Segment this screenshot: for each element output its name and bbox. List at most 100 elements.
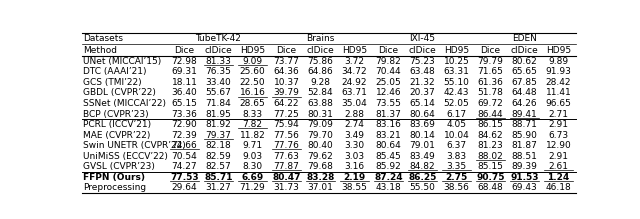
- Text: 84.62: 84.62: [477, 131, 503, 140]
- Text: 79.70: 79.70: [308, 131, 333, 140]
- Text: 79.79: 79.79: [477, 57, 504, 66]
- Text: 9.09: 9.09: [243, 57, 262, 66]
- Text: Method: Method: [83, 46, 118, 55]
- Text: UniMiSS (ECCV’22): UniMiSS (ECCV’22): [83, 152, 168, 161]
- Text: 72.90: 72.90: [172, 120, 197, 129]
- Text: clDice: clDice: [511, 46, 538, 55]
- Text: 25.05: 25.05: [376, 78, 401, 87]
- Text: 96.65: 96.65: [545, 99, 572, 108]
- Text: Preprocessing: Preprocessing: [83, 184, 147, 193]
- Text: 37.01: 37.01: [308, 184, 333, 193]
- Text: 83.28: 83.28: [307, 173, 335, 182]
- Text: 91.53: 91.53: [510, 173, 539, 182]
- Text: 77.53: 77.53: [170, 173, 199, 182]
- Text: 85.71: 85.71: [204, 173, 233, 182]
- Text: 52.05: 52.05: [444, 99, 469, 108]
- Text: clDice: clDice: [205, 46, 232, 55]
- Text: 74.66: 74.66: [172, 141, 197, 150]
- Text: 82.59: 82.59: [205, 152, 232, 161]
- Text: 10.37: 10.37: [273, 78, 300, 87]
- Text: 82.18: 82.18: [205, 141, 232, 150]
- Text: 24.92: 24.92: [342, 78, 367, 87]
- Text: 79.01: 79.01: [410, 141, 435, 150]
- Text: 79.62: 79.62: [308, 152, 333, 161]
- Text: UNet (MICCAI’15): UNet (MICCAI’15): [83, 57, 162, 66]
- Text: 80.64: 80.64: [376, 141, 401, 150]
- Text: 77.56: 77.56: [273, 131, 300, 140]
- Text: 21.32: 21.32: [410, 78, 435, 87]
- Text: DTC (AAAI’21): DTC (AAAI’21): [83, 67, 147, 76]
- Text: clDice: clDice: [408, 46, 436, 55]
- Text: MAE (CVPR’22): MAE (CVPR’22): [83, 131, 151, 140]
- Text: GBDL (CVPR’22): GBDL (CVPR’22): [83, 88, 156, 97]
- Text: 31.73: 31.73: [273, 184, 300, 193]
- Text: 83.21: 83.21: [376, 131, 401, 140]
- Text: 2.74: 2.74: [344, 120, 364, 129]
- Text: 85.92: 85.92: [376, 162, 401, 171]
- Text: 79.68: 79.68: [308, 162, 333, 171]
- Text: 3.83: 3.83: [447, 152, 467, 161]
- Text: 3.03: 3.03: [344, 152, 365, 161]
- Text: 55.50: 55.50: [410, 184, 435, 193]
- Text: 63.88: 63.88: [308, 99, 333, 108]
- Text: 91.93: 91.93: [545, 67, 572, 76]
- Text: Dice: Dice: [481, 46, 500, 55]
- Text: 81.23: 81.23: [477, 141, 504, 150]
- Text: 38.55: 38.55: [342, 184, 367, 193]
- Text: 28.65: 28.65: [239, 99, 266, 108]
- Text: 6.37: 6.37: [447, 141, 467, 150]
- Text: 77.63: 77.63: [273, 152, 300, 161]
- Text: 79.09: 79.09: [308, 120, 333, 129]
- Text: HD95: HD95: [240, 46, 265, 55]
- Text: 9.03: 9.03: [243, 152, 262, 161]
- Text: HD95: HD95: [546, 46, 571, 55]
- Text: Dice: Dice: [276, 46, 296, 55]
- Text: 9.89: 9.89: [548, 57, 568, 66]
- Text: 2.88: 2.88: [344, 110, 365, 118]
- Text: 84.82: 84.82: [410, 162, 435, 171]
- Text: 2.91: 2.91: [548, 120, 568, 129]
- Text: 83.49: 83.49: [410, 152, 435, 161]
- Text: 22.50: 22.50: [239, 78, 266, 87]
- Text: 6.69: 6.69: [241, 173, 264, 182]
- Text: 64.48: 64.48: [512, 88, 538, 97]
- Text: 2.71: 2.71: [548, 110, 568, 118]
- Text: Dice: Dice: [175, 46, 195, 55]
- Text: Datasets: Datasets: [83, 34, 124, 43]
- Text: Dice: Dice: [378, 46, 399, 55]
- Text: 75.94: 75.94: [274, 120, 300, 129]
- Text: 70.54: 70.54: [172, 152, 197, 161]
- Text: 25.60: 25.60: [239, 67, 266, 76]
- Text: 8.33: 8.33: [243, 110, 262, 118]
- Text: 1.24: 1.24: [547, 173, 570, 182]
- Text: 89.39: 89.39: [511, 162, 538, 171]
- Text: 68.48: 68.48: [477, 184, 504, 193]
- Text: 63.48: 63.48: [410, 67, 435, 76]
- Text: 4.05: 4.05: [447, 120, 467, 129]
- Text: 3.49: 3.49: [344, 131, 365, 140]
- Text: 34.72: 34.72: [342, 67, 367, 76]
- Text: TubeTK-42: TubeTK-42: [196, 34, 241, 43]
- Text: 73.55: 73.55: [376, 99, 401, 108]
- Text: 3.35: 3.35: [447, 162, 467, 171]
- Text: 2.61: 2.61: [548, 162, 568, 171]
- Text: Swin UNETR (CVPR’22): Swin UNETR (CVPR’22): [83, 141, 186, 150]
- Text: 72.39: 72.39: [172, 131, 197, 140]
- Text: 71.84: 71.84: [205, 99, 232, 108]
- Text: 83.16: 83.16: [376, 120, 401, 129]
- Text: 85.15: 85.15: [477, 162, 504, 171]
- Text: 71.29: 71.29: [239, 184, 266, 193]
- Text: 85.90: 85.90: [511, 131, 538, 140]
- Text: 2.75: 2.75: [445, 173, 468, 182]
- Text: 39.79: 39.79: [273, 88, 300, 97]
- Text: 52.84: 52.84: [308, 88, 333, 97]
- Text: 76.35: 76.35: [205, 67, 232, 76]
- Text: HD95: HD95: [342, 46, 367, 55]
- Text: 55.67: 55.67: [205, 88, 232, 97]
- Text: 64.36: 64.36: [274, 67, 300, 76]
- Text: 65.15: 65.15: [172, 99, 197, 108]
- Text: 65.14: 65.14: [410, 99, 435, 108]
- Text: 16.16: 16.16: [239, 88, 266, 97]
- Text: 3.16: 3.16: [344, 162, 365, 171]
- Text: 88.71: 88.71: [511, 120, 538, 129]
